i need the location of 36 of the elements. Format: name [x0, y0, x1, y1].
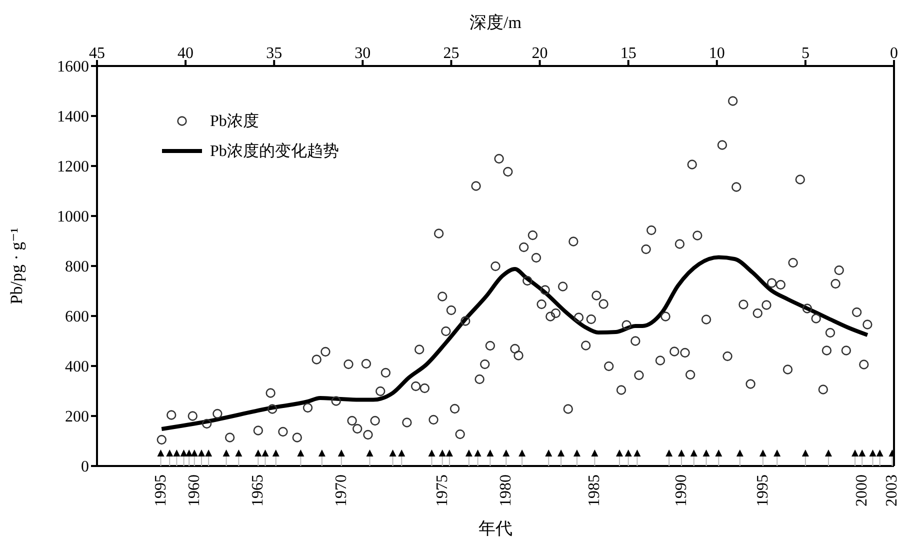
y-tick-label: 800 [65, 258, 89, 276]
annotation: 2000 [854, 474, 871, 506]
x-tick-label: 10 [708, 45, 725, 62]
annotation: 1985 [586, 474, 604, 506]
y-tick-label: 1000 [57, 208, 89, 226]
x-tick-label: 45 [89, 45, 105, 62]
y-tick-label: 0 [81, 458, 89, 476]
y-tick-label: 200 [65, 408, 89, 426]
text: 年代 [478, 519, 512, 538]
legend-label: Pb浓度 [210, 112, 259, 132]
x-tick-label: 25 [443, 45, 460, 62]
y-tick-label: 600 [65, 308, 89, 326]
legend-label: Pb浓度的变化趋势 [210, 142, 339, 162]
x-tick-label: 15 [620, 45, 636, 62]
x-tick-label: 20 [532, 45, 548, 62]
annotation: 2003 [884, 474, 901, 506]
y-axis-title: Pb/pg · g⁻¹ [7, 228, 26, 304]
x-tick-label: 40 [178, 45, 194, 62]
y-tick-label: 1600 [57, 58, 89, 76]
line-series [160, 255, 870, 431]
annotation: 1980 [498, 474, 515, 506]
y-tick-label: 1200 [57, 158, 89, 176]
y-tick-label: 1400 [57, 108, 89, 126]
annotation: 1995 [152, 474, 170, 506]
x-tick-label: 0 [890, 45, 898, 62]
annotation: 1965 [250, 474, 267, 506]
annotation: 1975 [434, 474, 451, 506]
x-tick-label: 5 [801, 45, 810, 62]
x-tick-label: 30 [354, 45, 371, 62]
annotation: 1960 [186, 474, 203, 506]
annotation: 1990 [672, 474, 690, 506]
x-axis-title: 深度/m [470, 13, 522, 32]
y-tick-label: 400 [65, 358, 89, 376]
x-tick-label: 35 [266, 45, 282, 62]
annotation: 1995 [754, 474, 772, 506]
annotation: 1970 [332, 474, 350, 506]
